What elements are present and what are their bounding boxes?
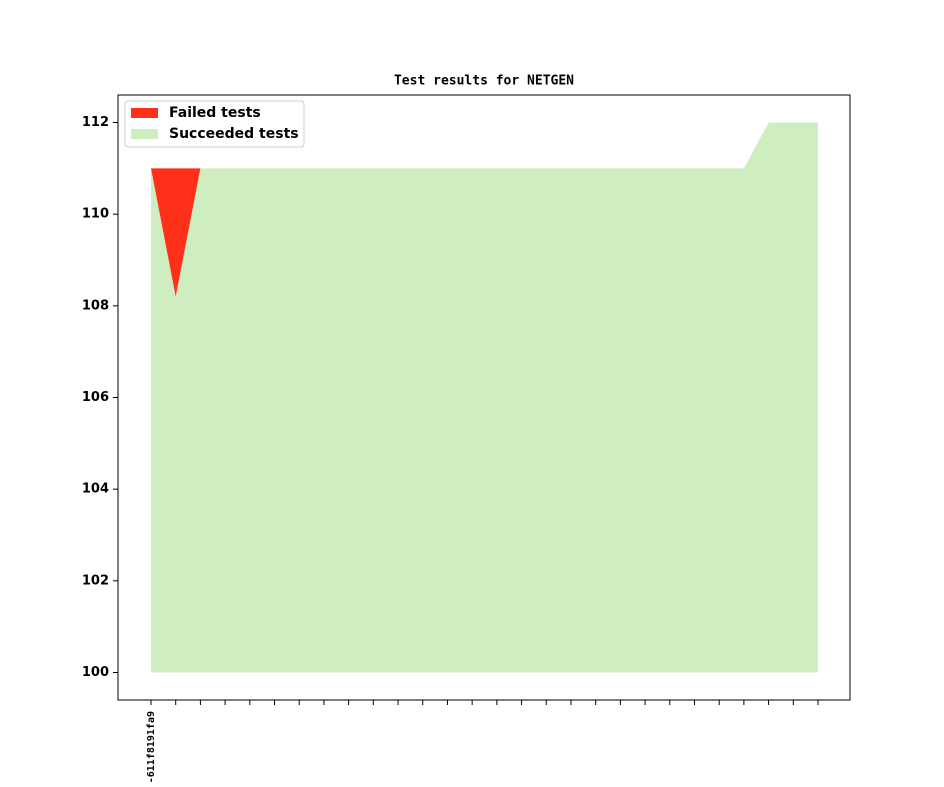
y-tick-label: 106 (82, 390, 109, 405)
x-tick-label: -611f8191fa9 (146, 711, 157, 783)
y-tick-label: 100 (82, 665, 109, 680)
legend-swatch (131, 129, 158, 139)
legend-label: Failed tests (169, 105, 261, 121)
succeeded-area (151, 122, 818, 673)
y-tick-label: 102 (82, 573, 109, 588)
y-tick-label: 104 (82, 482, 109, 497)
y-tick-label: 112 (82, 115, 109, 130)
chart-title: Test results for NETGEN (394, 74, 574, 89)
legend-box (124, 100, 305, 148)
y-tick-label: 108 (82, 298, 109, 313)
y-tick-label: 110 (82, 207, 109, 222)
legend-swatch (131, 108, 158, 118)
legend-label: Succeeded tests (169, 126, 299, 142)
legend: Failed tests Succeeded tests (124, 100, 305, 148)
